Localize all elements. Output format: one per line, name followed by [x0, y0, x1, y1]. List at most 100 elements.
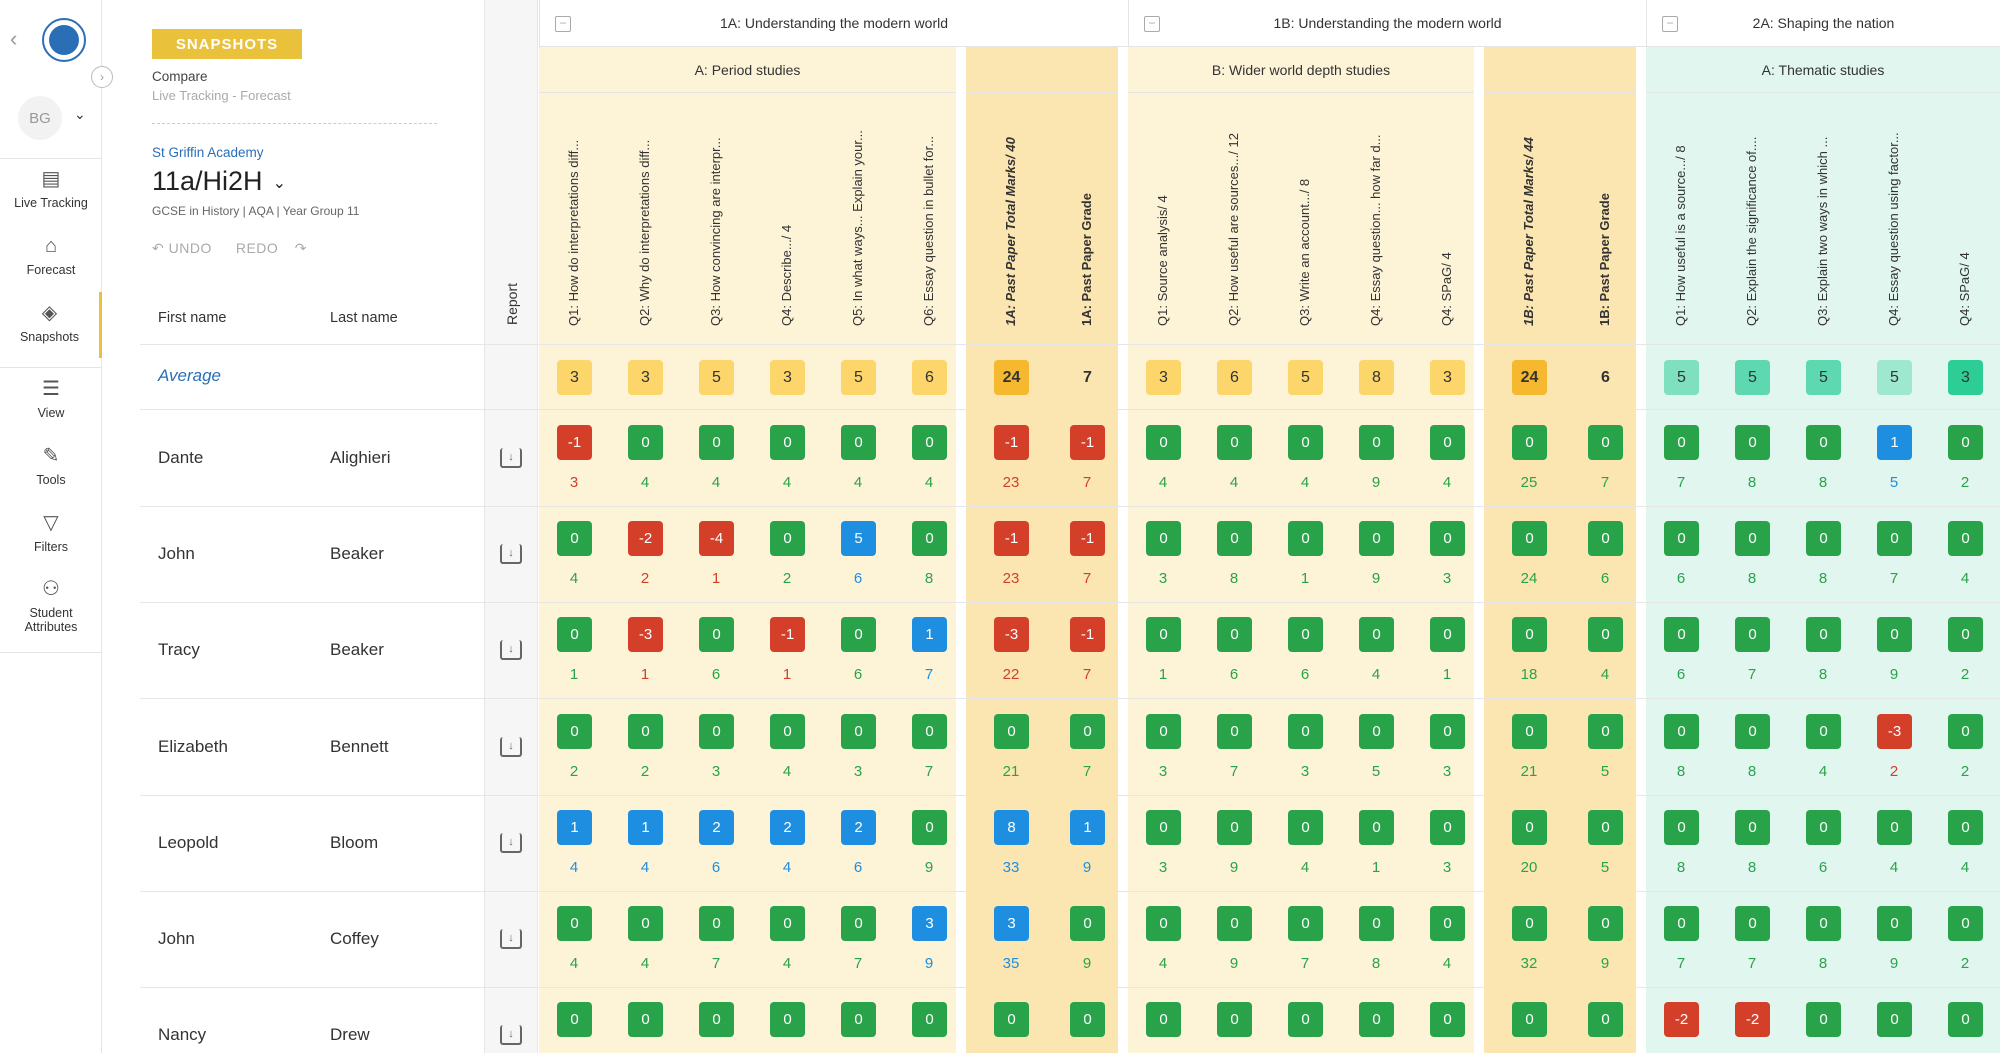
column-header[interactable]: Q1: How useful is a source.../ 8	[1673, 145, 1688, 326]
student-last-name[interactable]: Drew	[330, 1025, 370, 1044]
column-header[interactable]: Q2: Explain the significance of....	[1744, 136, 1759, 326]
undo-button[interactable]: ↶ UNDO	[152, 240, 212, 256]
grade-change-pill[interactable]: 0	[912, 810, 947, 845]
grade-change-pill[interactable]: -2	[1735, 1002, 1770, 1037]
grade-change-pill[interactable]: 0	[1288, 714, 1323, 749]
column-header[interactable]: Q1: Source analysis/ 4	[1155, 195, 1170, 326]
grade-change-pill[interactable]: 0	[1146, 521, 1181, 556]
grade-change-pill[interactable]: 0	[1664, 521, 1699, 556]
grade-change-pill[interactable]: -2	[1664, 1002, 1699, 1037]
grade-change-pill[interactable]: 0	[841, 906, 876, 941]
grade-change-pill[interactable]: -1	[557, 425, 592, 460]
grade-change-pill[interactable]: 0	[1288, 1002, 1323, 1037]
grade-change-pill[interactable]: 0	[1288, 425, 1323, 460]
column-header[interactable]: Q5: In what ways... Explain your...	[850, 130, 865, 326]
grade-change-pill[interactable]: 0	[841, 425, 876, 460]
grade-change-pill[interactable]: 0	[1877, 521, 1912, 556]
grade-change-pill[interactable]: 0	[1735, 714, 1770, 749]
grade-change-pill[interactable]: 3	[994, 906, 1029, 941]
grade-change-pill[interactable]: 0	[557, 1002, 592, 1037]
grade-change-pill[interactable]: 0	[1146, 617, 1181, 652]
grade-change-pill[interactable]: 0	[1664, 425, 1699, 460]
grade-change-pill[interactable]: -1	[994, 425, 1029, 460]
grade-change-pill[interactable]: 0	[1359, 425, 1394, 460]
column-header[interactable]: Q4: Describe.../ 4	[779, 224, 794, 326]
grade-change-pill[interactable]: 0	[557, 906, 592, 941]
column-header[interactable]: 1A: Past Paper Total Marks/ 40	[1003, 137, 1018, 326]
grade-change-pill[interactable]: 0	[841, 714, 876, 749]
grade-change-pill[interactable]: 0	[1359, 714, 1394, 749]
grade-change-pill[interactable]: 0	[1430, 1002, 1465, 1037]
grade-change-pill[interactable]: 0	[1070, 906, 1105, 941]
column-header[interactable]: 1B: Past Paper Total Marks/ 44	[1521, 137, 1536, 326]
grade-change-pill[interactable]: 0	[1288, 521, 1323, 556]
student-first-name[interactable]: Leopold	[158, 833, 219, 852]
grade-change-pill[interactable]: -4	[699, 521, 734, 556]
student-last-name[interactable]: Bloom	[330, 833, 379, 852]
grade-change-pill[interactable]: 0	[699, 425, 734, 460]
column-header[interactable]: Q2: How useful are sources.../ 12	[1226, 133, 1241, 326]
grade-change-pill[interactable]: 0	[1217, 906, 1252, 941]
grade-change-pill[interactable]: 0	[1430, 906, 1465, 941]
grade-change-pill[interactable]: 0	[1806, 617, 1841, 652]
grade-change-pill[interactable]: 0	[628, 714, 663, 749]
chevron-down-icon[interactable]: ⌄	[74, 106, 86, 122]
last-name-header[interactable]: Last name	[330, 310, 398, 326]
column-header[interactable]: Q3: Explain two ways in which ...	[1815, 136, 1830, 326]
grade-change-pill[interactable]: 0	[1588, 617, 1623, 652]
grade-change-pill[interactable]: 0	[770, 1002, 805, 1037]
grade-change-pill[interactable]: 0	[1430, 617, 1465, 652]
grade-change-pill[interactable]: 0	[770, 906, 805, 941]
grade-change-pill[interactable]: 0	[1430, 425, 1465, 460]
grade-change-pill[interactable]: 0	[1512, 714, 1547, 749]
grade-change-pill[interactable]: -1	[994, 521, 1029, 556]
grade-change-pill[interactable]: 0	[1588, 714, 1623, 749]
grade-change-pill[interactable]: 0	[1948, 1002, 1983, 1037]
grade-change-pill[interactable]: 0	[557, 617, 592, 652]
column-header[interactable]: Q4: SPaG/ 4	[1439, 252, 1454, 326]
grade-change-pill[interactable]: 0	[1588, 521, 1623, 556]
grade-change-pill[interactable]: 0	[1948, 521, 1983, 556]
collapse-icon[interactable]: −	[1144, 16, 1160, 32]
column-header[interactable]: 1A: Past Paper Grade	[1079, 193, 1094, 326]
report-download-icon[interactable]: ↓	[500, 1025, 522, 1045]
grade-change-pill[interactable]: 0	[841, 617, 876, 652]
column-header[interactable]: Q3: How convincing are interpr...	[708, 137, 723, 326]
column-header[interactable]: Q2: Why do interpretations diff...	[637, 139, 652, 326]
grade-change-pill[interactable]: 0	[1430, 714, 1465, 749]
grade-change-pill[interactable]: -2	[628, 521, 663, 556]
grade-change-pill[interactable]: 0	[770, 521, 805, 556]
grade-change-pill[interactable]: 0	[1430, 521, 1465, 556]
grade-change-pill[interactable]: 0	[1430, 810, 1465, 845]
student-last-name[interactable]: Beaker	[330, 640, 384, 659]
grade-change-pill[interactable]: 0	[1070, 714, 1105, 749]
grade-change-pill[interactable]: -1	[770, 617, 805, 652]
grade-change-pill[interactable]: 0	[1948, 425, 1983, 460]
grade-change-pill[interactable]: 0	[1288, 906, 1323, 941]
grade-change-pill[interactable]: 0	[912, 1002, 947, 1037]
grade-change-pill[interactable]: 0	[1948, 810, 1983, 845]
column-header[interactable]: 1B: Past Paper Grade	[1597, 193, 1612, 326]
grade-change-pill[interactable]: 0	[1588, 425, 1623, 460]
grade-change-pill[interactable]: 0	[1735, 810, 1770, 845]
grade-change-pill[interactable]: 0	[557, 714, 592, 749]
student-last-name[interactable]: Beaker	[330, 544, 384, 563]
report-download-icon[interactable]: ↓	[500, 544, 522, 564]
report-download-icon[interactable]: ↓	[500, 833, 522, 853]
grade-change-pill[interactable]: 0	[1806, 521, 1841, 556]
student-first-name[interactable]: Tracy	[158, 640, 200, 659]
report-download-icon[interactable]: ↓	[500, 929, 522, 949]
grade-change-pill[interactable]: 0	[1588, 810, 1623, 845]
grade-change-pill[interactable]: 0	[1146, 1002, 1181, 1037]
grade-change-pill[interactable]: 0	[628, 425, 663, 460]
grade-change-pill[interactable]: 0	[1806, 906, 1841, 941]
grade-change-pill[interactable]: 0	[1877, 617, 1912, 652]
student-first-name[interactable]: Elizabeth	[158, 737, 228, 756]
grade-change-pill[interactable]: 0	[1664, 906, 1699, 941]
grade-change-pill[interactable]: 0	[1217, 714, 1252, 749]
grade-change-pill[interactable]: 5	[841, 521, 876, 556]
grade-change-pill[interactable]: 0	[1948, 617, 1983, 652]
grade-change-pill[interactable]: 1	[912, 617, 947, 652]
nav-tools[interactable]: ✎ Tools	[36, 445, 66, 487]
grade-change-pill[interactable]: 0	[1588, 906, 1623, 941]
